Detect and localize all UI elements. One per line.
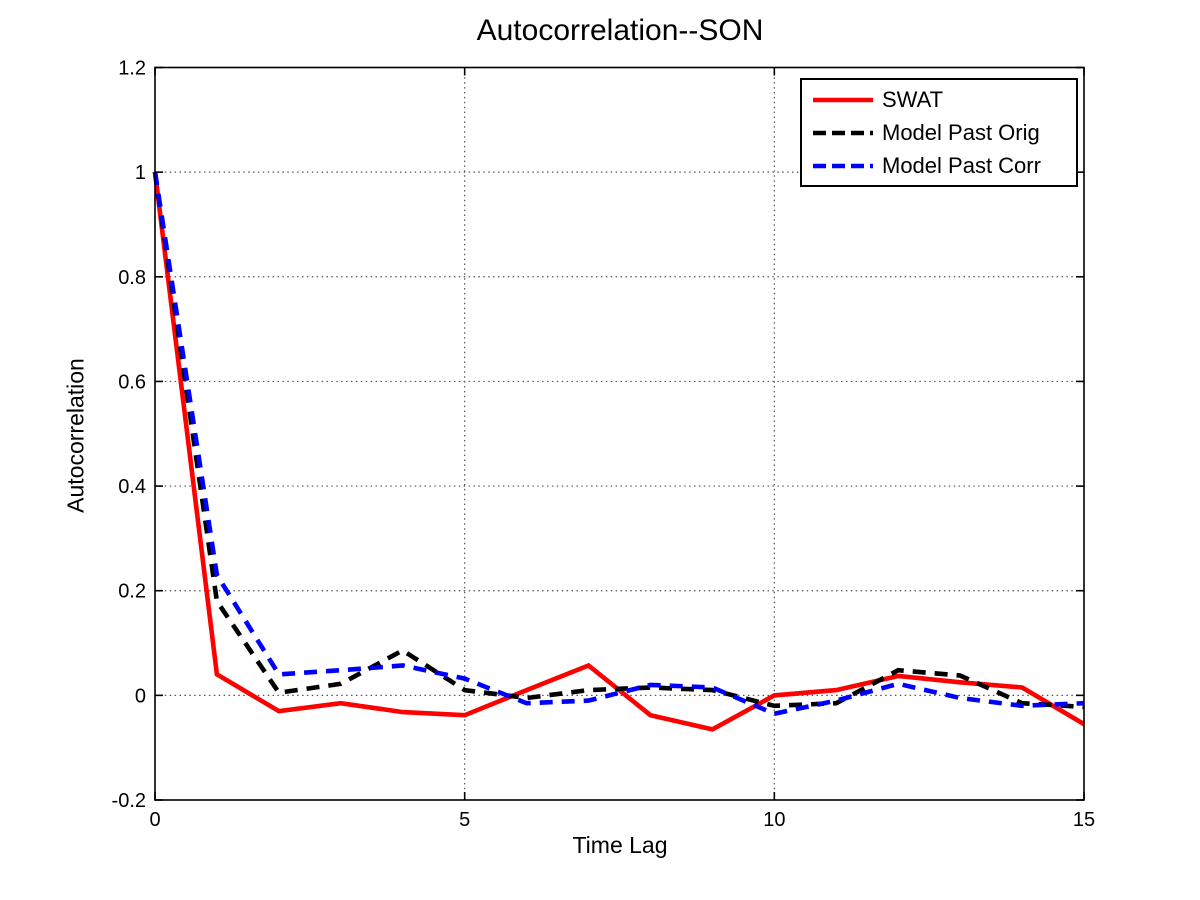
y-tick-label: 1 [135, 162, 146, 184]
y-tick-label: 0.4 [118, 476, 146, 498]
chart-title: Autocorrelation--SON [476, 14, 764, 47]
legend-label: Model Past Corr [882, 152, 1041, 178]
x-axis-label: Time Lag [572, 832, 668, 858]
y-axis-label: Autocorrelation [62, 358, 89, 513]
series-line-1 [152, 171, 1086, 732]
legend-item-swat: SWAT [802, 84, 1076, 115]
legend-line-sample [813, 130, 873, 135]
y-tick-label: 0 [135, 685, 146, 707]
legend-label: Model Past Orig [882, 119, 1040, 145]
y-tick-label: -0.2 [112, 790, 146, 812]
legend-item-model-past-corr: Model Past Corr [802, 150, 1076, 181]
y-tick-label: 0.8 [118, 267, 146, 289]
y-tick-label: 0.2 [118, 581, 146, 603]
series-line-2 [152, 171, 1085, 710]
axes-box [154, 66, 1085, 801]
x-tick-label: 10 [763, 809, 785, 831]
legend-line-sample [813, 97, 873, 102]
y-tick-label: 1.2 [118, 58, 146, 80]
y-tick-label: 0.6 [118, 371, 146, 393]
x-tick-label: 0 [149, 809, 160, 831]
legend-label: SWAT [882, 86, 944, 112]
x-tick-label: 5 [459, 809, 470, 831]
legend: SWAT Model Past Orig Model Past Corr [800, 78, 1078, 187]
legend-item-model-past-orig: Model Past Orig [802, 117, 1076, 148]
legend-line-sample [813, 163, 873, 168]
series-line-3 [152, 171, 1085, 717]
x-tick-label: 15 [1073, 809, 1095, 831]
